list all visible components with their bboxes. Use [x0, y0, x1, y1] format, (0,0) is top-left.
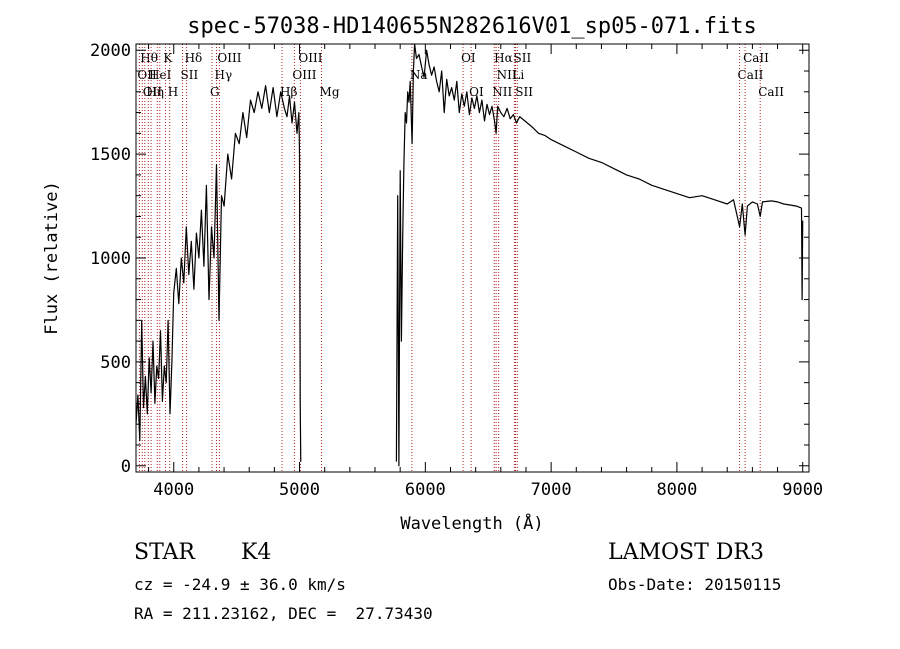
line-marker-label-21: NII	[492, 85, 512, 99]
survey-name: LAMOST DR3	[608, 540, 764, 565]
x-axis-label: Wavelength (Å)	[400, 512, 543, 534]
axis-tick-layer: 4000 5000 6000 7000 8000 9000 0 500 1000 1500 2000	[90, 41, 823, 500]
y-tick-label-1: 500	[100, 353, 131, 373]
y-tick-label-3: 1500	[90, 145, 131, 165]
spectrum-series-0	[135, 84, 302, 462]
line-marker-label-10: Hδ	[185, 51, 203, 65]
line-marker-label-9: SII	[181, 68, 199, 82]
line-marker-label-13: OIII	[217, 51, 241, 65]
y-tick-label-4: 2000	[90, 41, 131, 61]
y-axis-label: Flux (relative)	[42, 181, 62, 335]
x-tick-label-2: 6000	[405, 480, 446, 500]
x-tick-label-3: 7000	[531, 480, 572, 500]
series-layer	[135, 43, 804, 467]
plot-frame	[135, 43, 810, 473]
x-tick-label-0: 4000	[153, 480, 194, 500]
line-marker-label-3: Hη	[146, 85, 164, 99]
y-tick-label-2: 1000	[90, 249, 131, 269]
chart-title: spec-57038-HD140655N282616V01_sp05-071.f…	[187, 14, 757, 39]
line-marker-label-1: Hθ	[140, 51, 158, 65]
line-marker-label-26: SII	[515, 85, 533, 99]
x-tick-label-5: 9000	[782, 480, 823, 500]
line-marker-label-15: OIII	[292, 68, 316, 82]
object-subclass: K4	[241, 540, 272, 565]
line-marker-label-17: Mg	[320, 85, 340, 99]
line-marker-label-19: OI	[461, 51, 476, 65]
coordinates: RA = 211.23162, DEC = 27.73430	[134, 604, 433, 623]
y-tick-label-0: 0	[121, 457, 131, 477]
redshift-readout: cz = -24.9 ± 36.0 km/s	[134, 575, 346, 594]
line-marker-label-8: H	[168, 85, 178, 99]
line-marker-label-20: OI	[469, 85, 484, 99]
line-marker-layer: OIIHθOIIHηHeIKHSIIHδGHγOIIIHβOIIIOIIIMgN…	[137, 44, 784, 472]
line-marker-label-28: CaII	[743, 51, 769, 65]
line-marker-label-24: Li	[512, 68, 524, 82]
x-tick-label-1: 5000	[279, 480, 320, 500]
line-marker-label-25: SII	[514, 51, 532, 65]
line-marker-label-29: CaII	[758, 85, 784, 99]
line-marker-label-12: Hγ	[215, 68, 233, 82]
obs-date: Obs-Date: 20150115	[608, 575, 782, 594]
line-marker-label-16: OIII	[298, 51, 322, 65]
spectrum-series-1	[395, 43, 804, 467]
x-tick-label-4: 8000	[656, 480, 697, 500]
line-marker-label-27: CaII	[738, 68, 764, 82]
line-marker-label-23: NII	[497, 68, 517, 82]
line-marker-label-4: HeI	[149, 68, 172, 82]
line-marker-label-22: Hα	[494, 51, 513, 65]
object-class: STAR	[134, 540, 195, 565]
line-marker-label-14: Hβ	[280, 85, 297, 99]
line-marker-label-7: K	[163, 51, 173, 65]
line-marker-label-11: G	[210, 85, 220, 99]
